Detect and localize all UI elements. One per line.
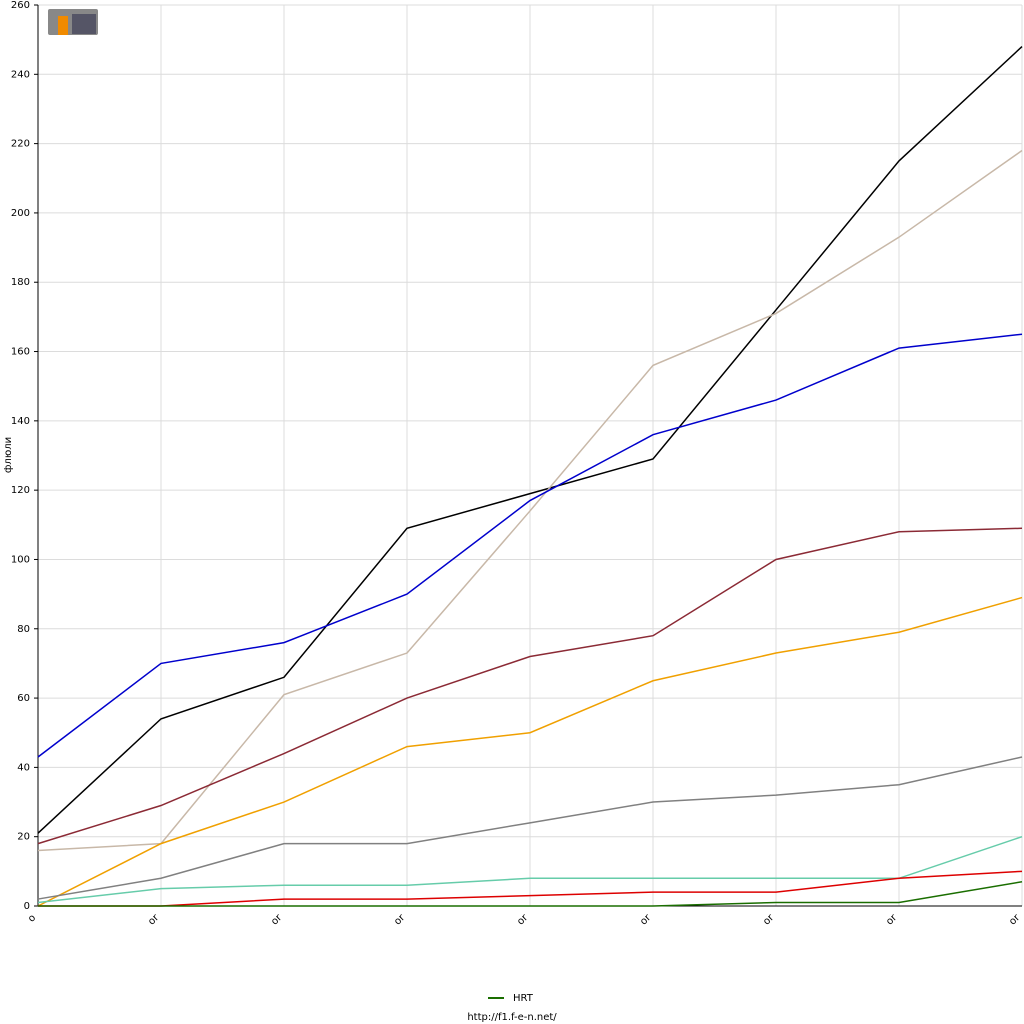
x-tick-label: o xyxy=(26,912,38,924)
y-tick-label: 160 xyxy=(11,347,30,358)
series-line xyxy=(38,870,1023,907)
footer: http://f1.f-e-n.net/ xyxy=(467,1012,557,1023)
y-axis-label: флюли xyxy=(3,437,14,473)
series-line xyxy=(37,333,1023,758)
x-tick-label: or xyxy=(638,912,654,928)
x-tick-label: or xyxy=(146,912,162,928)
y-tick-label: 200 xyxy=(11,208,30,219)
y-tick-label: 240 xyxy=(11,69,30,80)
y-tick-label: 220 xyxy=(11,139,30,150)
series-line xyxy=(37,596,1023,907)
y-tick-label: 40 xyxy=(17,762,30,773)
y-tick-label: 140 xyxy=(11,416,30,427)
x-tick-label: or xyxy=(269,912,285,928)
series-line xyxy=(37,149,1023,852)
y-tick-label: 180 xyxy=(11,277,30,288)
series-line xyxy=(38,881,1023,907)
x-tick-label: or xyxy=(515,912,531,928)
y-tick-label: 100 xyxy=(11,554,30,565)
logo xyxy=(48,9,98,35)
y-tick-label: 120 xyxy=(11,485,30,496)
x-tick-label: or xyxy=(884,912,900,928)
y-tick-label: 20 xyxy=(17,832,30,843)
x-tick-label: or xyxy=(761,912,777,928)
series-line xyxy=(37,756,1023,900)
y-tick-label: 60 xyxy=(17,693,30,704)
y-tick-label: 260 xyxy=(11,0,30,11)
series-line xyxy=(37,835,1023,904)
series-line xyxy=(37,527,1023,845)
x-tick-label: or xyxy=(1007,912,1023,928)
series-line xyxy=(37,46,1023,834)
x-tick-label: or xyxy=(392,912,408,928)
y-tick-label: 80 xyxy=(17,624,30,635)
y-tick-label: 0 xyxy=(24,901,30,912)
legend-label: HRT xyxy=(513,993,534,1004)
